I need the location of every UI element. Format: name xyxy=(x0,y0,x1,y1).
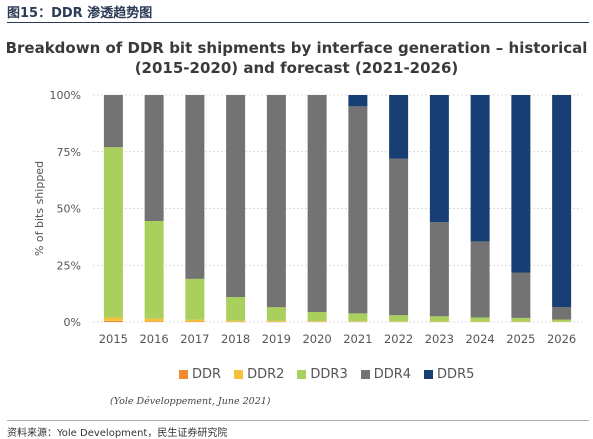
bottom-rule xyxy=(7,420,589,421)
x-tick-label: 2018 xyxy=(221,332,250,346)
x-tick-label: 2022 xyxy=(384,332,413,346)
bar-segment-ddr4-2020 xyxy=(308,95,327,312)
bar-segment-ddr-2015 xyxy=(104,321,123,322)
x-tick-label: 2023 xyxy=(425,332,454,346)
bar-segment-ddr3-2025 xyxy=(511,318,530,322)
bar-segment-ddr4-2024 xyxy=(471,241,490,317)
bar-segment-ddr2-2020 xyxy=(308,321,327,322)
chart-credit: (Yole Développement, June 2021) xyxy=(110,396,271,407)
bar-segment-ddr4-2021 xyxy=(348,106,367,313)
x-tick-label: 2025 xyxy=(506,332,535,346)
bar-segment-ddr5-2026 xyxy=(552,95,571,307)
y-tick-label: 75% xyxy=(57,146,81,159)
bar-segment-ddr5-2021 xyxy=(348,95,367,106)
legend-label: DDR xyxy=(192,367,221,382)
bar-segment-ddr2-2018 xyxy=(226,321,245,322)
bar-segment-ddr4-2017 xyxy=(185,95,204,279)
bar-segment-ddr3-2023 xyxy=(430,316,449,321)
bar-segment-ddr3-2020 xyxy=(308,312,327,321)
bar-segment-ddr5-2025 xyxy=(511,95,530,273)
bar-segment-ddr4-2019 xyxy=(267,95,286,307)
bar-segment-ddr4-2015 xyxy=(104,95,123,147)
legend-swatch xyxy=(297,370,306,379)
legend-item-ddr4: DDR4 xyxy=(361,367,411,382)
bar-segment-ddr4-2016 xyxy=(145,95,164,221)
x-tick-label: 2021 xyxy=(343,332,372,346)
legend-swatch xyxy=(424,370,433,379)
y-tick-label: 25% xyxy=(57,259,81,272)
x-tick-label: 2024 xyxy=(465,332,494,346)
bar-segment-ddr2-2017 xyxy=(185,320,204,322)
x-tick-label: 2026 xyxy=(547,332,576,346)
y-axis-label: % of bits shipped xyxy=(33,161,46,256)
bar-segment-ddr2-2019 xyxy=(267,321,286,322)
bar-segment-ddr3-2021 xyxy=(348,313,367,321)
source-note: 资料来源：Yole Development，民生证券研究院 xyxy=(7,424,227,439)
bar-segment-ddr2-2015 xyxy=(104,317,123,320)
bar-segment-ddr5-2022 xyxy=(389,95,408,159)
bar-segment-ddr3-2026 xyxy=(552,320,571,322)
chart-legend: DDR DDR2 DDR3 DDR4 DDR5 xyxy=(179,367,474,382)
x-tick-label: 2017 xyxy=(180,332,209,346)
legend-item-ddr5: DDR5 xyxy=(424,367,474,382)
legend-item-ddr: DDR xyxy=(179,367,221,382)
legend-label: DDR3 xyxy=(310,367,347,382)
bar-segment-ddr3-2022 xyxy=(389,315,408,321)
y-tick-label: 100% xyxy=(50,89,81,102)
bar-segment-ddr-2016 xyxy=(145,321,164,322)
legend-item-ddr3: DDR3 xyxy=(297,367,347,382)
x-tick-label: 2020 xyxy=(302,332,331,346)
bar-segment-ddr4-2025 xyxy=(511,273,530,318)
x-tick-label: 2016 xyxy=(139,332,168,346)
bar-segment-ddr2-2016 xyxy=(145,319,164,322)
bar-segment-ddr5-2024 xyxy=(471,95,490,241)
y-tick-label: 50% xyxy=(57,203,81,216)
bar-segment-ddr3-2024 xyxy=(471,317,490,321)
bar-segment-ddr3-2019 xyxy=(267,307,286,321)
legend-label: DDR5 xyxy=(437,367,474,382)
legend-item-ddr2: DDR2 xyxy=(234,367,284,382)
legend-swatch xyxy=(179,370,188,379)
bar-segment-ddr3-2015 xyxy=(104,147,123,317)
bar-segment-ddr3-2017 xyxy=(185,279,204,320)
x-tick-label: 2015 xyxy=(99,332,128,346)
bar-segment-ddr4-2022 xyxy=(389,159,408,316)
bar-segment-ddr4-2018 xyxy=(226,95,245,297)
bar-segment-ddr4-2023 xyxy=(430,222,449,316)
bar-segment-ddr3-2018 xyxy=(226,297,245,321)
x-tick-label: 2019 xyxy=(262,332,291,346)
legend-swatch xyxy=(361,370,370,379)
bar-segment-ddr4-2026 xyxy=(552,307,571,319)
bar-segment-ddr3-2016 xyxy=(145,221,164,319)
legend-swatch xyxy=(234,370,243,379)
bar-segment-ddr5-2023 xyxy=(430,95,449,222)
legend-label: DDR4 xyxy=(374,367,411,382)
y-tick-label: 0% xyxy=(64,316,81,329)
legend-label: DDR2 xyxy=(247,367,284,382)
